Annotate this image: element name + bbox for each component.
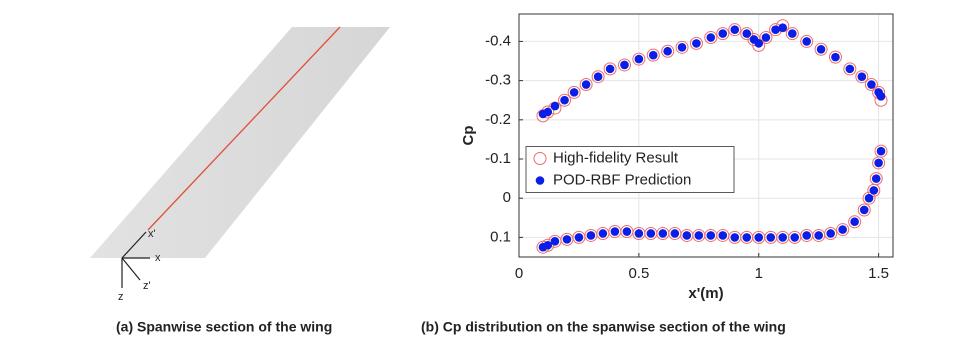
data-point	[575, 233, 584, 242]
caption: (a) Spanwise section of the wing	[116, 319, 332, 335]
y-tick-label: 0.1	[490, 228, 511, 245]
data-point	[706, 231, 715, 240]
x-axis-label: x'(m)	[688, 285, 723, 302]
legend-marker	[536, 176, 545, 185]
data-point	[778, 23, 787, 32]
legend: High-fidelity Result POD-RBF Prediction	[526, 147, 734, 193]
y-tick-label: -0.3	[485, 72, 511, 89]
data-point	[587, 231, 596, 240]
data-point	[754, 39, 763, 48]
data-point	[706, 33, 715, 42]
data-point	[730, 25, 739, 34]
data-point	[877, 92, 886, 101]
axis-label: z'	[143, 280, 151, 292]
data-point	[860, 206, 869, 215]
data-point	[858, 72, 867, 81]
data-point	[850, 217, 859, 226]
data-point	[867, 80, 876, 89]
wing-section	[90, 27, 390, 258]
legend-label: High-fidelity Result	[553, 149, 679, 166]
data-point	[838, 225, 847, 234]
data-point	[790, 233, 799, 242]
data-point	[865, 194, 874, 203]
data-point	[623, 227, 632, 236]
data-point	[647, 229, 656, 238]
data-point	[742, 29, 751, 38]
data-point	[678, 43, 687, 52]
y-tick-label: -0.1	[485, 150, 511, 167]
axis-label: z	[118, 291, 124, 303]
data-point	[872, 174, 881, 183]
data-point	[663, 47, 672, 56]
y-tick-label: -0.2	[485, 111, 511, 128]
data-point	[692, 39, 701, 48]
data-point	[831, 53, 840, 62]
data-point	[582, 80, 591, 89]
data-point	[802, 231, 811, 240]
figure: x' x z' z (a) Spanwise section of the wi…	[0, 0, 962, 344]
wing-diagram: x' x z' z	[90, 27, 390, 303]
data-point	[695, 231, 704, 240]
y-tick-label: -0.4	[485, 32, 511, 49]
data-point	[771, 25, 780, 34]
data-point	[870, 186, 879, 195]
axis-label: x	[155, 252, 161, 264]
data-point	[563, 235, 572, 244]
data-point	[730, 233, 739, 242]
legend-label: POD-RBF Prediction	[553, 171, 691, 188]
data-point	[826, 229, 835, 238]
y-axis-label: Cp	[460, 126, 477, 146]
data-point	[551, 102, 560, 111]
data-point	[788, 29, 797, 38]
data-point	[754, 233, 763, 242]
data-point	[814, 231, 823, 240]
data-point	[606, 65, 615, 74]
data-point	[778, 233, 787, 242]
y-tick-label: 0	[503, 189, 511, 206]
data-point	[560, 96, 569, 105]
data-point	[766, 233, 775, 242]
data-point	[742, 233, 751, 242]
x-tick-label: 1	[755, 265, 763, 282]
data-point	[874, 159, 883, 168]
data-point	[671, 229, 680, 238]
x-tick-label: 0.5	[628, 265, 649, 282]
caption: (b) Cp distribution on the spanwise sect…	[421, 319, 786, 335]
data-point	[599, 229, 608, 238]
data-point	[718, 29, 727, 38]
data-point	[877, 147, 886, 156]
data-point	[802, 37, 811, 46]
axis-zprime	[122, 258, 140, 280]
plot: 0 0.5 1 1.5 0.1 0 -0.1 -0.2 -0.3 -0.4 x'(m) Cp High-…	[460, 14, 893, 302]
data-point	[718, 231, 727, 240]
x-tick-label: 1.5	[868, 265, 889, 282]
data-point	[635, 55, 644, 64]
data-point	[611, 227, 620, 236]
data-point	[570, 88, 579, 97]
data-point	[846, 65, 855, 74]
data-point	[543, 108, 552, 117]
data-point	[539, 243, 548, 252]
data-point	[635, 229, 644, 238]
data-point	[649, 51, 658, 60]
data-point	[817, 45, 826, 54]
x-tick-label: 0	[515, 265, 523, 282]
data-point	[762, 33, 771, 42]
axis-label: x'	[148, 228, 156, 240]
data-point	[594, 72, 603, 81]
plot-area	[519, 14, 893, 257]
data-point	[620, 61, 629, 70]
data-point	[659, 229, 668, 238]
data-point	[683, 231, 692, 240]
